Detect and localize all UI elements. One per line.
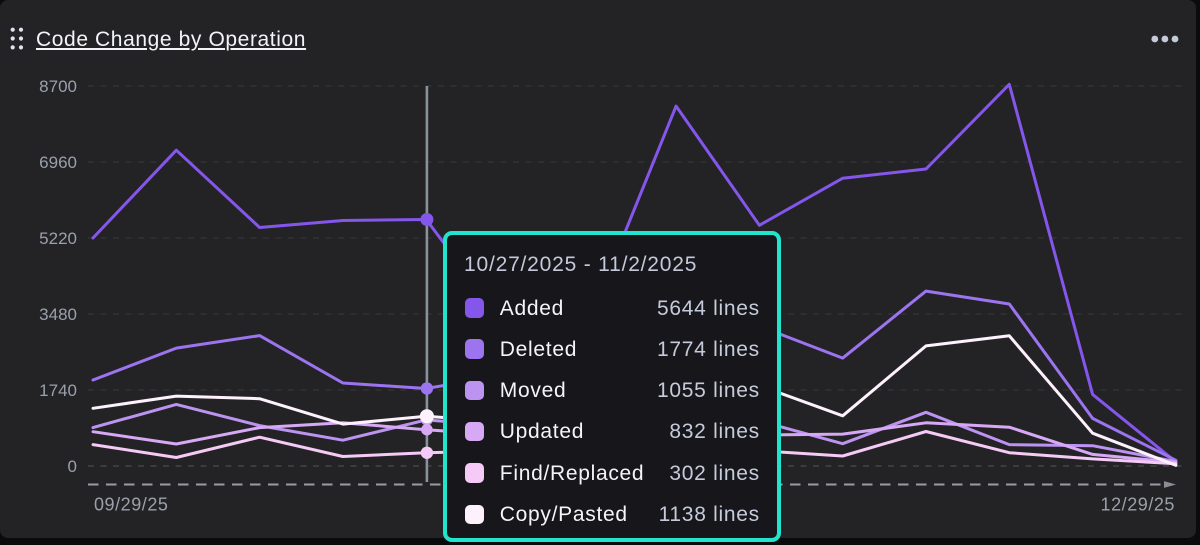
svg-text:8700: 8700: [39, 77, 77, 96]
svg-text:12/29/25: 12/29/25: [1101, 495, 1175, 515]
svg-text:6960: 6960: [39, 153, 77, 172]
svg-text:0: 0: [68, 457, 77, 476]
svg-text:5220: 5220: [39, 229, 77, 248]
svg-text:09/29/25: 09/29/25: [94, 495, 168, 515]
svg-text:1740: 1740: [39, 381, 77, 400]
svg-text:3480: 3480: [39, 305, 77, 324]
